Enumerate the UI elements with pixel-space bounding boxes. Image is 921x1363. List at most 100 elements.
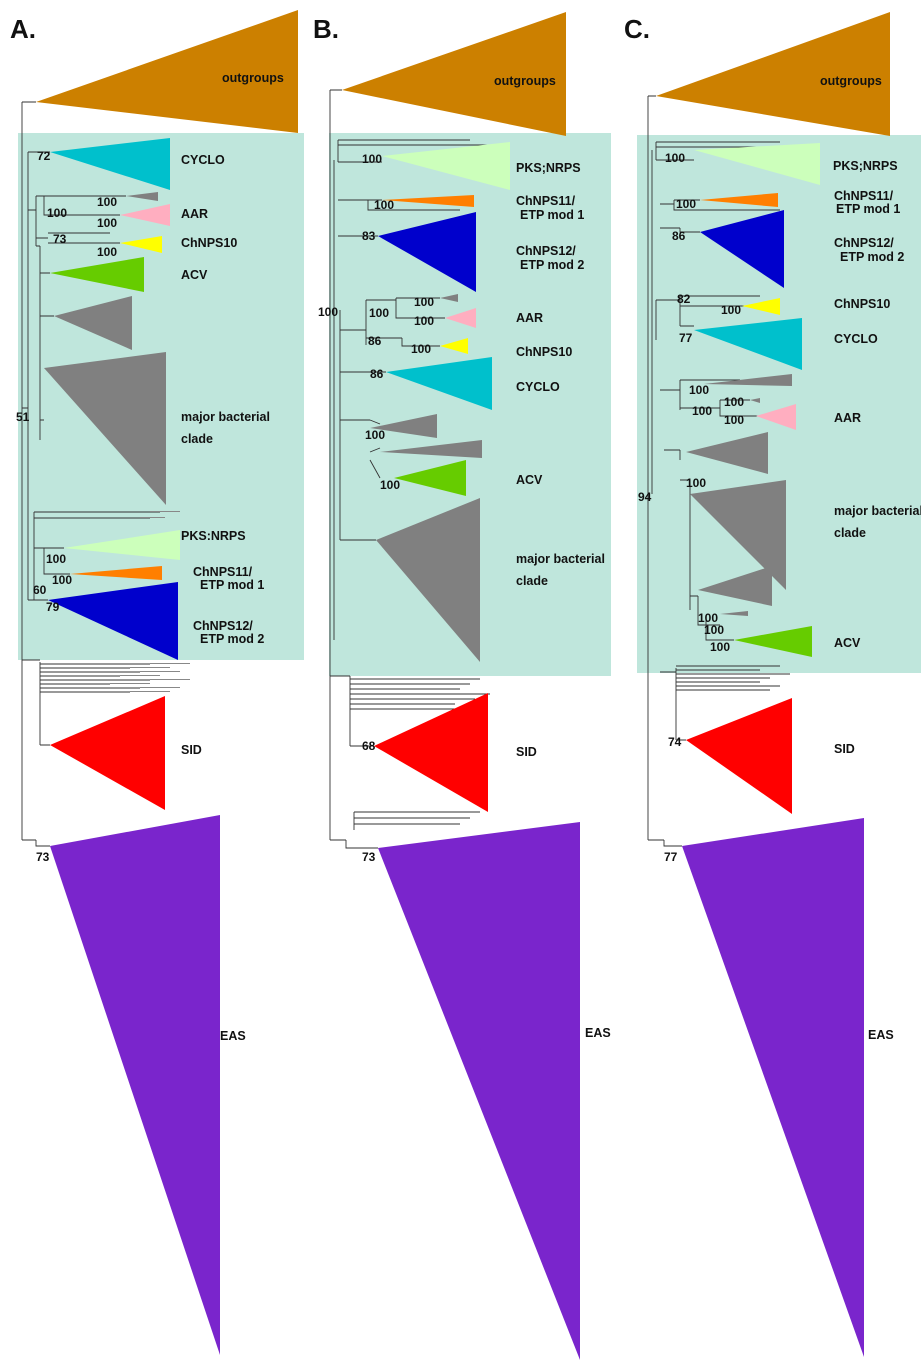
panel-c-grey-clade-1 xyxy=(704,374,792,386)
panel-a-acv-clade xyxy=(50,257,144,292)
panel-c-support-2: 100 xyxy=(676,197,696,211)
panel-b-label-chnps12-1: ChNPS12/ xyxy=(516,244,576,258)
panel-c-support-7: 100 xyxy=(689,383,709,397)
panel-c-label-outgroups: outgroups xyxy=(820,74,882,88)
panel-a-support-5: 73 xyxy=(53,232,67,246)
panel-c-support-9: 100 xyxy=(692,404,712,418)
panel-b-aar-clade xyxy=(445,308,476,328)
panel-c-support-3: 86 xyxy=(672,229,686,243)
panel-c-label-acv: ACV xyxy=(834,636,861,650)
panel-b-label-pks-nrps: PKS;NRPS xyxy=(516,161,581,175)
panel-b-major-bacterial-clade xyxy=(376,498,480,662)
panel-a-chnps12-clade xyxy=(48,582,178,660)
panel-c-support-14: 100 xyxy=(704,623,724,637)
panel-b-label-chnps11-2: ETP mod 1 xyxy=(520,208,584,222)
panel-a-label-chnps12-1: ChNPS12/ xyxy=(193,619,253,633)
panel-c-label-major-1: major bacterial xyxy=(834,504,921,518)
panel-c-label-chnps11-2: ETP mod 1 xyxy=(836,202,900,216)
panel-b-label-chnps11-1: ChNPS11/ xyxy=(516,194,576,208)
panel-c-support-4: 82 xyxy=(677,292,691,306)
panel-a-support-9: 100 xyxy=(52,573,72,587)
panel-a-label-pks-nrps: PKS:NRPS xyxy=(181,529,246,543)
panel-a-label-chnps11-1: ChNPS11/ xyxy=(193,565,253,579)
panel-c-support-15-acv: 100 xyxy=(710,640,730,654)
panel-b-support-14: 73 xyxy=(362,850,376,864)
panel-c-chnps11-clade xyxy=(700,193,778,207)
panel-a-support-7: 51 xyxy=(16,410,30,424)
panel-b-support-6: 100 xyxy=(369,306,389,320)
panel-b-support-9: 100 xyxy=(411,342,431,356)
panel-a-support-4: 100 xyxy=(97,216,117,230)
panel-a-major-bacterial-clade xyxy=(44,352,166,505)
panel-b-support-4: 100 xyxy=(318,305,338,319)
panel-c-cyclo-clade xyxy=(694,318,802,370)
panel-a-outgroups-clade xyxy=(36,10,298,133)
panel-a-support-1: 72 xyxy=(37,149,51,163)
panel-c-support-8: 100 xyxy=(724,395,744,409)
panel-b-support-12: 100 xyxy=(380,478,400,492)
panel-c-branches xyxy=(647,95,790,847)
panel-a-label-major-1: major bacterial xyxy=(181,410,270,424)
panel-a-support-3: 100 xyxy=(47,206,67,220)
panel-b-letter: B. xyxy=(313,14,339,44)
panel-b-label-outgroups: outgroups xyxy=(494,74,556,88)
panel-b-label-eas: EAS xyxy=(585,1026,611,1040)
panel-b-chnps10-clade xyxy=(440,338,468,354)
panel-b-acv-clade xyxy=(394,460,466,496)
panel-c-support-10-aar: 100 xyxy=(724,413,744,427)
panel-c-pks-nrps-clade xyxy=(694,143,820,185)
panel-b-support-5: 100 xyxy=(414,295,434,309)
panel-c-label-major-2: clade xyxy=(834,526,866,540)
panel-c-support-5: 100 xyxy=(721,303,741,317)
panel-b-support-2: 100 xyxy=(374,198,394,212)
panel-c-chnps12-clade xyxy=(700,210,784,288)
panel-a-label-cyclo: CYCLO xyxy=(181,153,225,167)
panel-a-chnps11-clade xyxy=(70,566,162,580)
panel-b-support-1: 100 xyxy=(362,152,382,166)
panel-c-grey-clade-5 xyxy=(720,611,748,616)
panel-c-sid-clade xyxy=(686,698,792,814)
panel-b-label-sid: SID xyxy=(516,745,537,759)
panel-c-grey-clade-3 xyxy=(686,432,768,474)
panel-a-support-11: 79 xyxy=(46,600,60,614)
panel-c-support-1: 100 xyxy=(665,151,685,165)
panel-c-label-aar: AAR xyxy=(834,411,861,425)
panel-a-label-chnps12-2: ETP mod 2 xyxy=(200,632,264,646)
panel-c-support-16: 74 xyxy=(668,735,682,749)
panel-b-support-10: 86 xyxy=(370,367,384,381)
panel-c-label-chnps11-1: ChNPS11/ xyxy=(834,189,894,203)
panel-b-grey-clade-3 xyxy=(380,440,482,458)
panel-b-grey-clade-2 xyxy=(370,414,437,438)
panel-b-grey-clade-1 xyxy=(440,294,458,302)
panel-c-label-pks-nrps: PKS;NRPS xyxy=(833,159,898,173)
panel-c-label-chnps10: ChNPS10 xyxy=(834,297,890,311)
panel-a-label-eas: EAS xyxy=(220,1029,246,1043)
panel-b: B. outgroups PKS;NRPS ChNPS11/ ETP mod 1… xyxy=(313,12,611,1360)
panel-b-support-3: 83 xyxy=(362,229,376,243)
panel-a-label-acv: ACV xyxy=(181,268,208,282)
panel-a-label-aar: AAR xyxy=(181,207,208,221)
panel-c-outgroups-clade xyxy=(656,12,890,136)
panel-b-support-13: 68 xyxy=(362,739,376,753)
panel-c-support-17: 77 xyxy=(664,850,678,864)
panel-c: C. outgroups PKS;NRPS ChNPS11/ ETP mod 1… xyxy=(624,12,921,1357)
panel-b-sid-clade xyxy=(374,693,488,812)
panel-b-branches xyxy=(329,89,490,849)
panel-a-branches xyxy=(21,101,160,847)
panel-c-label-sid: SID xyxy=(834,742,855,756)
panel-a-grey-clade-1 xyxy=(126,192,158,201)
panel-c-acv-clade xyxy=(734,626,812,657)
panel-a-support-12: 73 xyxy=(36,850,50,864)
panel-c-letter: C. xyxy=(624,14,650,44)
panel-a-cyclo-clade xyxy=(50,138,170,190)
panel-b-support-8: 86 xyxy=(368,334,382,348)
panel-a-eas-clade xyxy=(50,815,220,1355)
panel-b-label-cyclo: CYCLO xyxy=(516,380,560,394)
panel-a-support-8: 100 xyxy=(46,552,66,566)
panel-b-label-aar: AAR xyxy=(516,311,543,325)
panel-c-chnps10-clade xyxy=(742,298,780,315)
panel-b-label-chnps12-2: ETP mod 2 xyxy=(520,258,584,272)
panel-a-grey-clade-2 xyxy=(54,296,132,350)
panel-a-label-chnps11-2: ETP mod 1 xyxy=(200,578,264,592)
